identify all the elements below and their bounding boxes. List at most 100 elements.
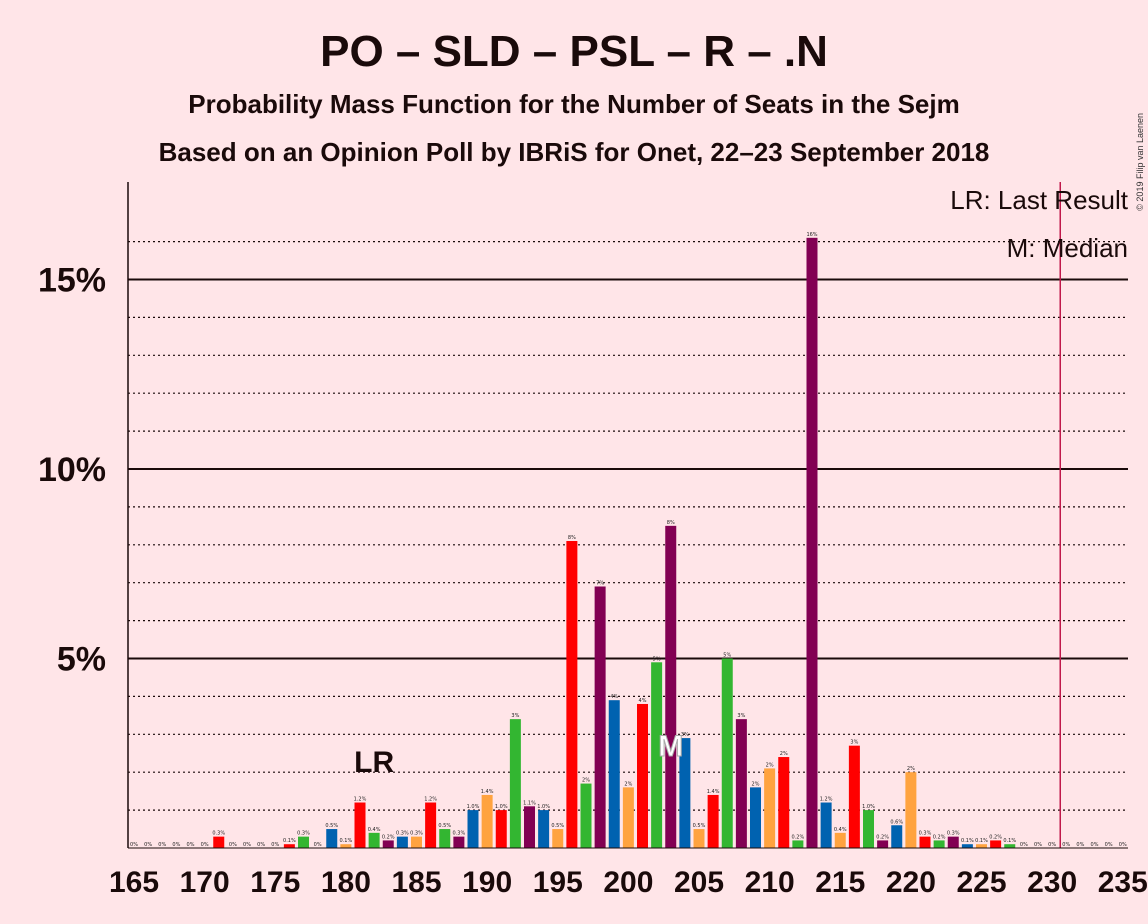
bar bbox=[495, 810, 507, 848]
legend-last-result: LR: Last Result bbox=[950, 185, 1129, 215]
x-tick-label: 195 bbox=[533, 866, 583, 899]
bar-data-label: 4% bbox=[639, 698, 647, 704]
bar bbox=[411, 836, 422, 848]
x-tick-label: 220 bbox=[886, 866, 936, 899]
bar bbox=[566, 541, 578, 848]
bar bbox=[425, 802, 437, 848]
bar-data-label: 0.3% bbox=[212, 831, 225, 837]
bar-data-label: 0% bbox=[1048, 842, 1056, 848]
bar-data-label: 0.2% bbox=[989, 834, 1002, 840]
bar-data-label: 0.1% bbox=[283, 838, 296, 844]
x-tick-label: 235 bbox=[1098, 866, 1148, 899]
bar bbox=[608, 700, 620, 848]
bar bbox=[340, 844, 352, 848]
x-tick-label: 170 bbox=[180, 866, 230, 899]
x-tick-label: 175 bbox=[250, 866, 300, 899]
bar-data-label: 0.5% bbox=[438, 823, 451, 829]
bar bbox=[524, 806, 535, 848]
x-tick-label: 210 bbox=[745, 866, 795, 899]
bar-data-label: 1.2% bbox=[424, 797, 437, 803]
x-tick-label: 190 bbox=[462, 866, 512, 899]
bar-data-label: 1.2% bbox=[354, 797, 367, 803]
chart-subtitle: Probability Mass Function for the Number… bbox=[188, 89, 959, 119]
bar-data-label: 1.2% bbox=[820, 797, 833, 803]
bar-data-label: 0% bbox=[1062, 842, 1070, 848]
bar bbox=[213, 836, 225, 848]
bar-data-label: 1.0% bbox=[467, 804, 480, 810]
bar-data-label: 0.1% bbox=[340, 838, 353, 844]
bar-data-label: 0.5% bbox=[325, 823, 338, 829]
bar bbox=[863, 810, 874, 848]
bar bbox=[806, 237, 818, 848]
bar-data-label: 0.2% bbox=[382, 834, 395, 840]
bar-data-label: 0% bbox=[158, 842, 166, 848]
copyright-text: © 2019 Filip van Laenen bbox=[1135, 113, 1145, 211]
x-tick-label: 215 bbox=[815, 866, 865, 899]
bar bbox=[721, 658, 733, 848]
chart-subtitle-2: Based on an Opinion Poll by IBRiS for On… bbox=[159, 137, 990, 167]
bar bbox=[947, 836, 959, 848]
x-tick-label: 205 bbox=[674, 866, 724, 899]
bar-data-label: 0% bbox=[257, 842, 265, 848]
bar bbox=[848, 745, 860, 848]
bar bbox=[778, 757, 790, 848]
bar bbox=[961, 844, 973, 848]
bar bbox=[693, 829, 705, 848]
bar-data-label: 1.0% bbox=[495, 804, 508, 810]
x-axis-ticks: 165 170 175 180 185 190 195 200 205 210 215 220 225 2… bbox=[109, 866, 1148, 899]
bar-data-label: 0.2% bbox=[933, 834, 946, 840]
y-tick-label: 10% bbox=[38, 451, 106, 489]
bar bbox=[764, 768, 776, 848]
bar-data-label: 0.3% bbox=[396, 831, 409, 837]
bar-data-label: 1.1% bbox=[523, 800, 536, 806]
bar-data-label: 0.4% bbox=[834, 827, 847, 833]
bar-data-label: 0.1% bbox=[1003, 838, 1016, 844]
bar-data-label: 1.0% bbox=[537, 804, 550, 810]
bar-data-label: 2% bbox=[752, 781, 760, 787]
bar bbox=[396, 836, 408, 848]
bar-data-label: 0% bbox=[229, 842, 237, 848]
bar bbox=[750, 787, 761, 848]
bar bbox=[877, 840, 889, 848]
bar bbox=[665, 525, 677, 848]
bar-series bbox=[213, 237, 1016, 848]
bar bbox=[382, 840, 394, 848]
bar bbox=[933, 840, 945, 848]
bar-data-label: 16% bbox=[806, 232, 817, 238]
bar-data-label: 2% bbox=[582, 778, 590, 784]
bar-data-label: 0.3% bbox=[919, 831, 932, 837]
bar-data-label: 0.4% bbox=[368, 827, 381, 833]
x-tick-label: 230 bbox=[1027, 866, 1077, 899]
bar-data-label: 0.3% bbox=[410, 831, 423, 837]
bar bbox=[679, 738, 691, 848]
bar bbox=[976, 844, 987, 848]
bar-data-label: 3% bbox=[681, 732, 689, 738]
bar-data-label: 0% bbox=[130, 842, 138, 848]
bar bbox=[509, 719, 521, 848]
bar bbox=[594, 586, 606, 848]
y-tick-label: 5% bbox=[57, 641, 106, 679]
x-tick-label: 180 bbox=[321, 866, 371, 899]
gridlines bbox=[128, 241, 1128, 811]
bar bbox=[298, 836, 309, 848]
bar bbox=[834, 832, 846, 848]
bar-data-label: 0% bbox=[172, 842, 180, 848]
bar bbox=[439, 829, 451, 848]
bar-data-label: 0.3% bbox=[297, 831, 310, 837]
chart-markers: LR M bbox=[354, 182, 1061, 848]
legend-median: M: Median bbox=[1007, 233, 1128, 263]
bar-data-label: 0.5% bbox=[551, 823, 564, 829]
bar-data-label: 0% bbox=[314, 842, 322, 848]
bar bbox=[283, 844, 295, 848]
bar bbox=[552, 829, 564, 848]
bar bbox=[792, 840, 804, 848]
chart-title: PO – SLD – PSL – R – .N bbox=[320, 27, 828, 76]
y-axis-ticks: 5% 10% 15% bbox=[38, 262, 106, 679]
bar bbox=[580, 783, 592, 848]
bar-data-label: 5% bbox=[653, 656, 661, 662]
bar bbox=[707, 794, 719, 848]
bar-data-label: 0.2% bbox=[792, 834, 805, 840]
data-labels: 0% 0% 0% 0% 0% 0%0.3%0% 0% 0% 0%0.1%0.3%0%0.5%0.… bbox=[130, 232, 1127, 848]
bar-data-label: 0.1% bbox=[961, 838, 974, 844]
